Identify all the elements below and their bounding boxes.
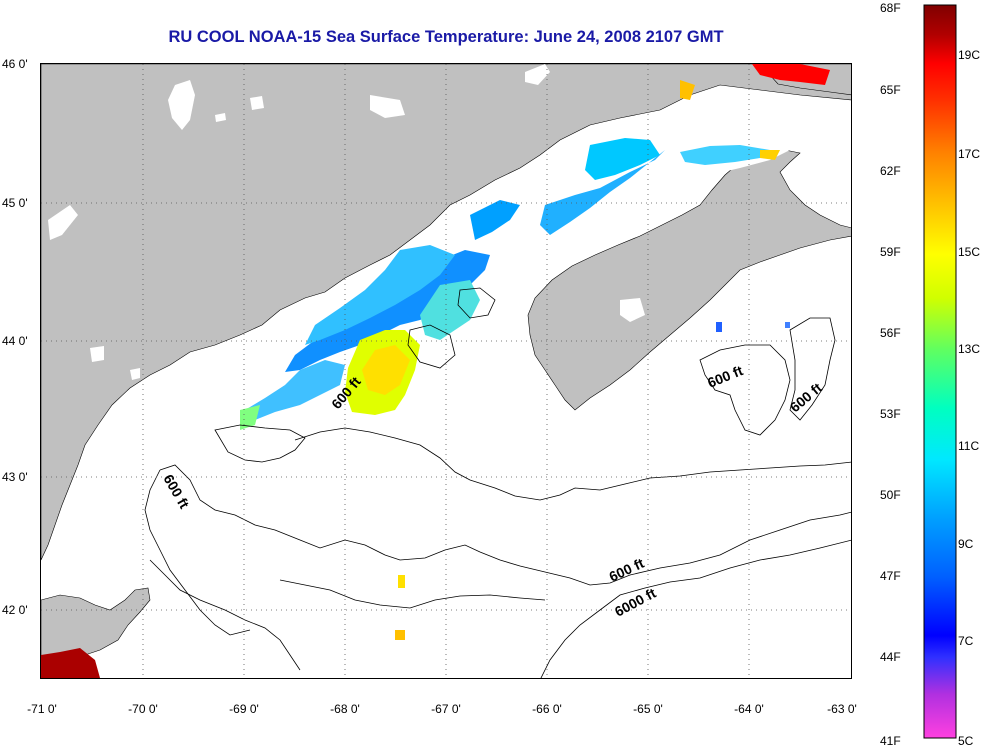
cb-c-17: 17C xyxy=(958,147,980,161)
bay-of-fundy xyxy=(470,100,740,270)
cb-f-68: 68F xyxy=(880,1,901,15)
cb-f-59: 59F xyxy=(880,245,901,259)
cb-f-65: 65F xyxy=(880,83,901,97)
cb-c-15: 15C xyxy=(958,245,980,259)
cb-c-7: 7C xyxy=(958,634,974,648)
lon-tick-63: -63 0' xyxy=(827,702,857,716)
lat-tick-46: 46 0' xyxy=(2,57,28,71)
lon-tick-66: -66 0' xyxy=(532,702,562,716)
cb-f-56: 56F xyxy=(880,326,901,340)
lon-tick-69: -69 0' xyxy=(229,702,259,716)
contour-label-600ft-5: 600 ft xyxy=(607,555,647,585)
lon-tick-65: -65 0' xyxy=(633,702,663,716)
sst-data-layer xyxy=(41,64,830,678)
mainland xyxy=(41,64,851,561)
lat-tick-43: 43 0' xyxy=(2,470,28,484)
cb-f-44: 44F xyxy=(880,650,901,664)
contour-label-600ft-3: 600 ft xyxy=(705,362,745,391)
cb-c-5: 5C xyxy=(958,734,974,748)
cb-f-50: 50F xyxy=(880,488,901,502)
lat-tick-42: 42 0' xyxy=(2,603,28,617)
lat-tick-44: 44 0' xyxy=(2,334,28,348)
cb-f-53: 53F xyxy=(880,407,901,421)
depth-contours xyxy=(144,287,851,678)
inland-lakes xyxy=(48,64,645,380)
contour-label-600ft-4: 600 ft xyxy=(787,379,826,415)
lon-tick-64: -64 0' xyxy=(734,702,764,716)
graticule xyxy=(41,64,851,678)
lon-tick-71: -71 0' xyxy=(27,702,57,716)
cb-f-41: 41F xyxy=(880,734,901,748)
cb-c-13: 13C xyxy=(958,342,980,356)
contour-label-6000ft: 6000 ft xyxy=(612,585,659,620)
colorbar xyxy=(923,4,957,739)
cb-f-62: 62F xyxy=(880,164,901,178)
lon-tick-68: -68 0' xyxy=(330,702,360,716)
cb-c-9: 9C xyxy=(958,537,974,551)
cb-c-11: 11C xyxy=(958,439,979,453)
lon-tick-70: -70 0' xyxy=(128,702,158,716)
cb-f-47: 47F xyxy=(880,569,901,583)
nova-scotia xyxy=(527,149,851,411)
map-title: RU COOL NOAA-15 Sea Surface Temperature:… xyxy=(168,28,724,46)
lon-tick-67: -67 0' xyxy=(431,702,461,716)
cb-c-19: 19C xyxy=(958,48,980,62)
lat-tick-45: 45 0' xyxy=(2,196,28,210)
